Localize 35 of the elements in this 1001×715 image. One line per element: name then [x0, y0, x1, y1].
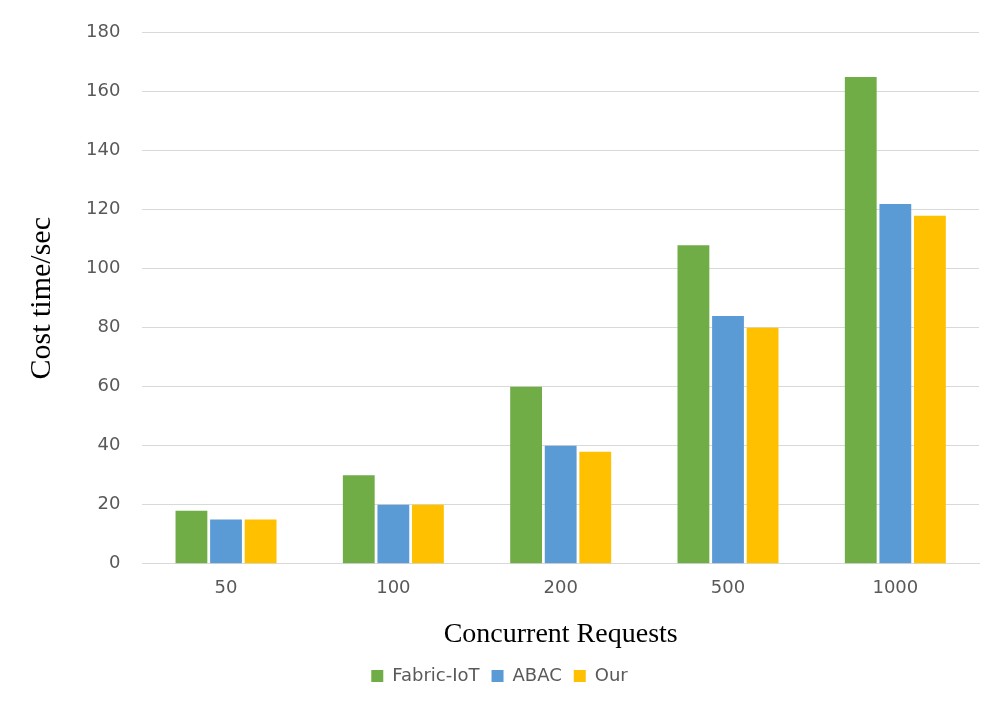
- legend-label: Fabric-IoT: [392, 663, 481, 685]
- x-tick-label: 1000: [872, 576, 919, 598]
- y-tick-label: 140: [86, 138, 121, 160]
- bar: [844, 77, 877, 564]
- legend-label: Our: [594, 663, 629, 685]
- y-axis-title: Cost time/sec: [22, 217, 56, 380]
- bar: [677, 245, 710, 564]
- bar: [244, 519, 277, 564]
- bar: [712, 316, 744, 564]
- bar: [914, 215, 946, 564]
- x-axis-title: Concurrent Requests: [443, 616, 678, 648]
- y-tick-label: 160: [86, 79, 121, 101]
- y-tick-label: 60: [97, 374, 121, 396]
- y-tick-label: 100: [86, 256, 121, 278]
- bar: [579, 451, 612, 564]
- y-tick-label: 180: [86, 20, 121, 42]
- bar: [746, 327, 779, 564]
- bar: [412, 504, 444, 564]
- bar: [510, 386, 542, 564]
- bar: [879, 203, 912, 564]
- x-tick-label: 100: [376, 576, 411, 598]
- y-tick-label: 0: [108, 551, 121, 573]
- x-tick-label: 200: [543, 576, 578, 598]
- bar: [544, 445, 577, 564]
- x-tick-label: 500: [710, 576, 746, 598]
- y-tick-label: 20: [97, 492, 121, 514]
- bar: [175, 510, 208, 564]
- bar: [377, 504, 410, 564]
- bar: [210, 519, 242, 564]
- x-tick-label: 50: [214, 576, 238, 598]
- y-tick-label: 120: [86, 197, 121, 219]
- legend-label: ABAC: [512, 663, 562, 685]
- y-tick-label: 80: [97, 315, 121, 337]
- y-tick-label: 40: [97, 433, 121, 455]
- bar: [342, 475, 375, 564]
